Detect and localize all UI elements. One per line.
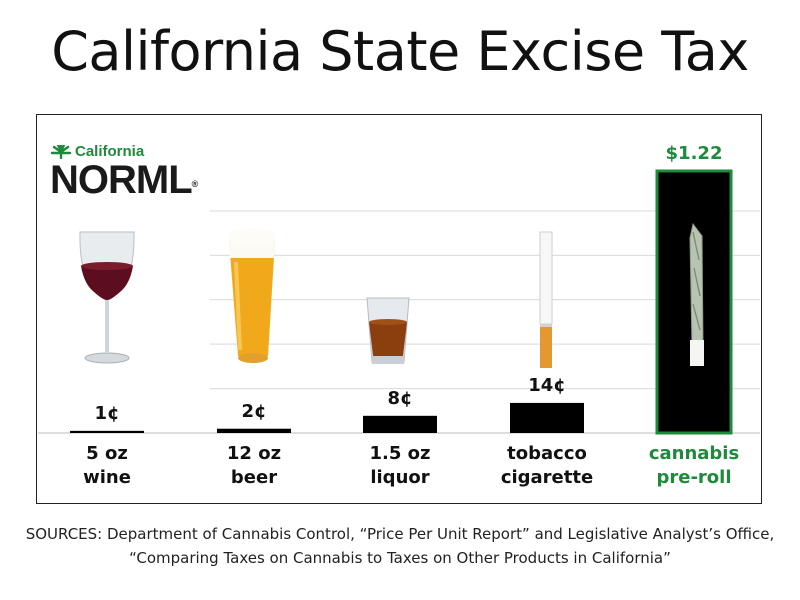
category-label: cannabis pre-roll — [648, 443, 740, 488]
registered-mark: ® — [191, 179, 199, 189]
logo-state-text: California — [75, 143, 145, 160]
value-label: 1¢ — [94, 402, 120, 424]
bar-0 — [70, 430, 144, 433]
value-label: 8¢ — [387, 387, 413, 409]
category-label: 12 oz beer — [226, 443, 282, 488]
cigarette-icon — [539, 231, 553, 368]
category-label: 1.5 oz liquor — [369, 443, 431, 488]
page-title: California State Excise Tax — [51, 20, 749, 83]
bar-2 — [363, 415, 437, 433]
category-label: 5 oz wine — [83, 443, 131, 488]
beer-glass-icon — [228, 228, 276, 363]
bars — [70, 169, 733, 435]
bar-3 — [510, 402, 584, 433]
bar-1 — [217, 428, 291, 433]
logo-main: NORML® — [50, 158, 198, 202]
bar-4 — [655, 169, 733, 435]
category-label: tobacco cigarette — [500, 443, 594, 488]
cannabis-leaf-icon — [50, 144, 72, 159]
value-label: $1.22 — [665, 143, 723, 164]
logo-name: NORML — [50, 158, 193, 202]
value-label: 2¢ — [241, 400, 267, 422]
sources-note: SOURCES: Department of Cannabis Control,… — [25, 525, 775, 567]
liquor-glass-icon — [366, 297, 410, 364]
value-label: 14¢ — [528, 374, 566, 396]
wine-glass-icon — [79, 231, 135, 364]
logo-state: California — [50, 143, 144, 160]
pre-roll-icon — [689, 222, 704, 366]
